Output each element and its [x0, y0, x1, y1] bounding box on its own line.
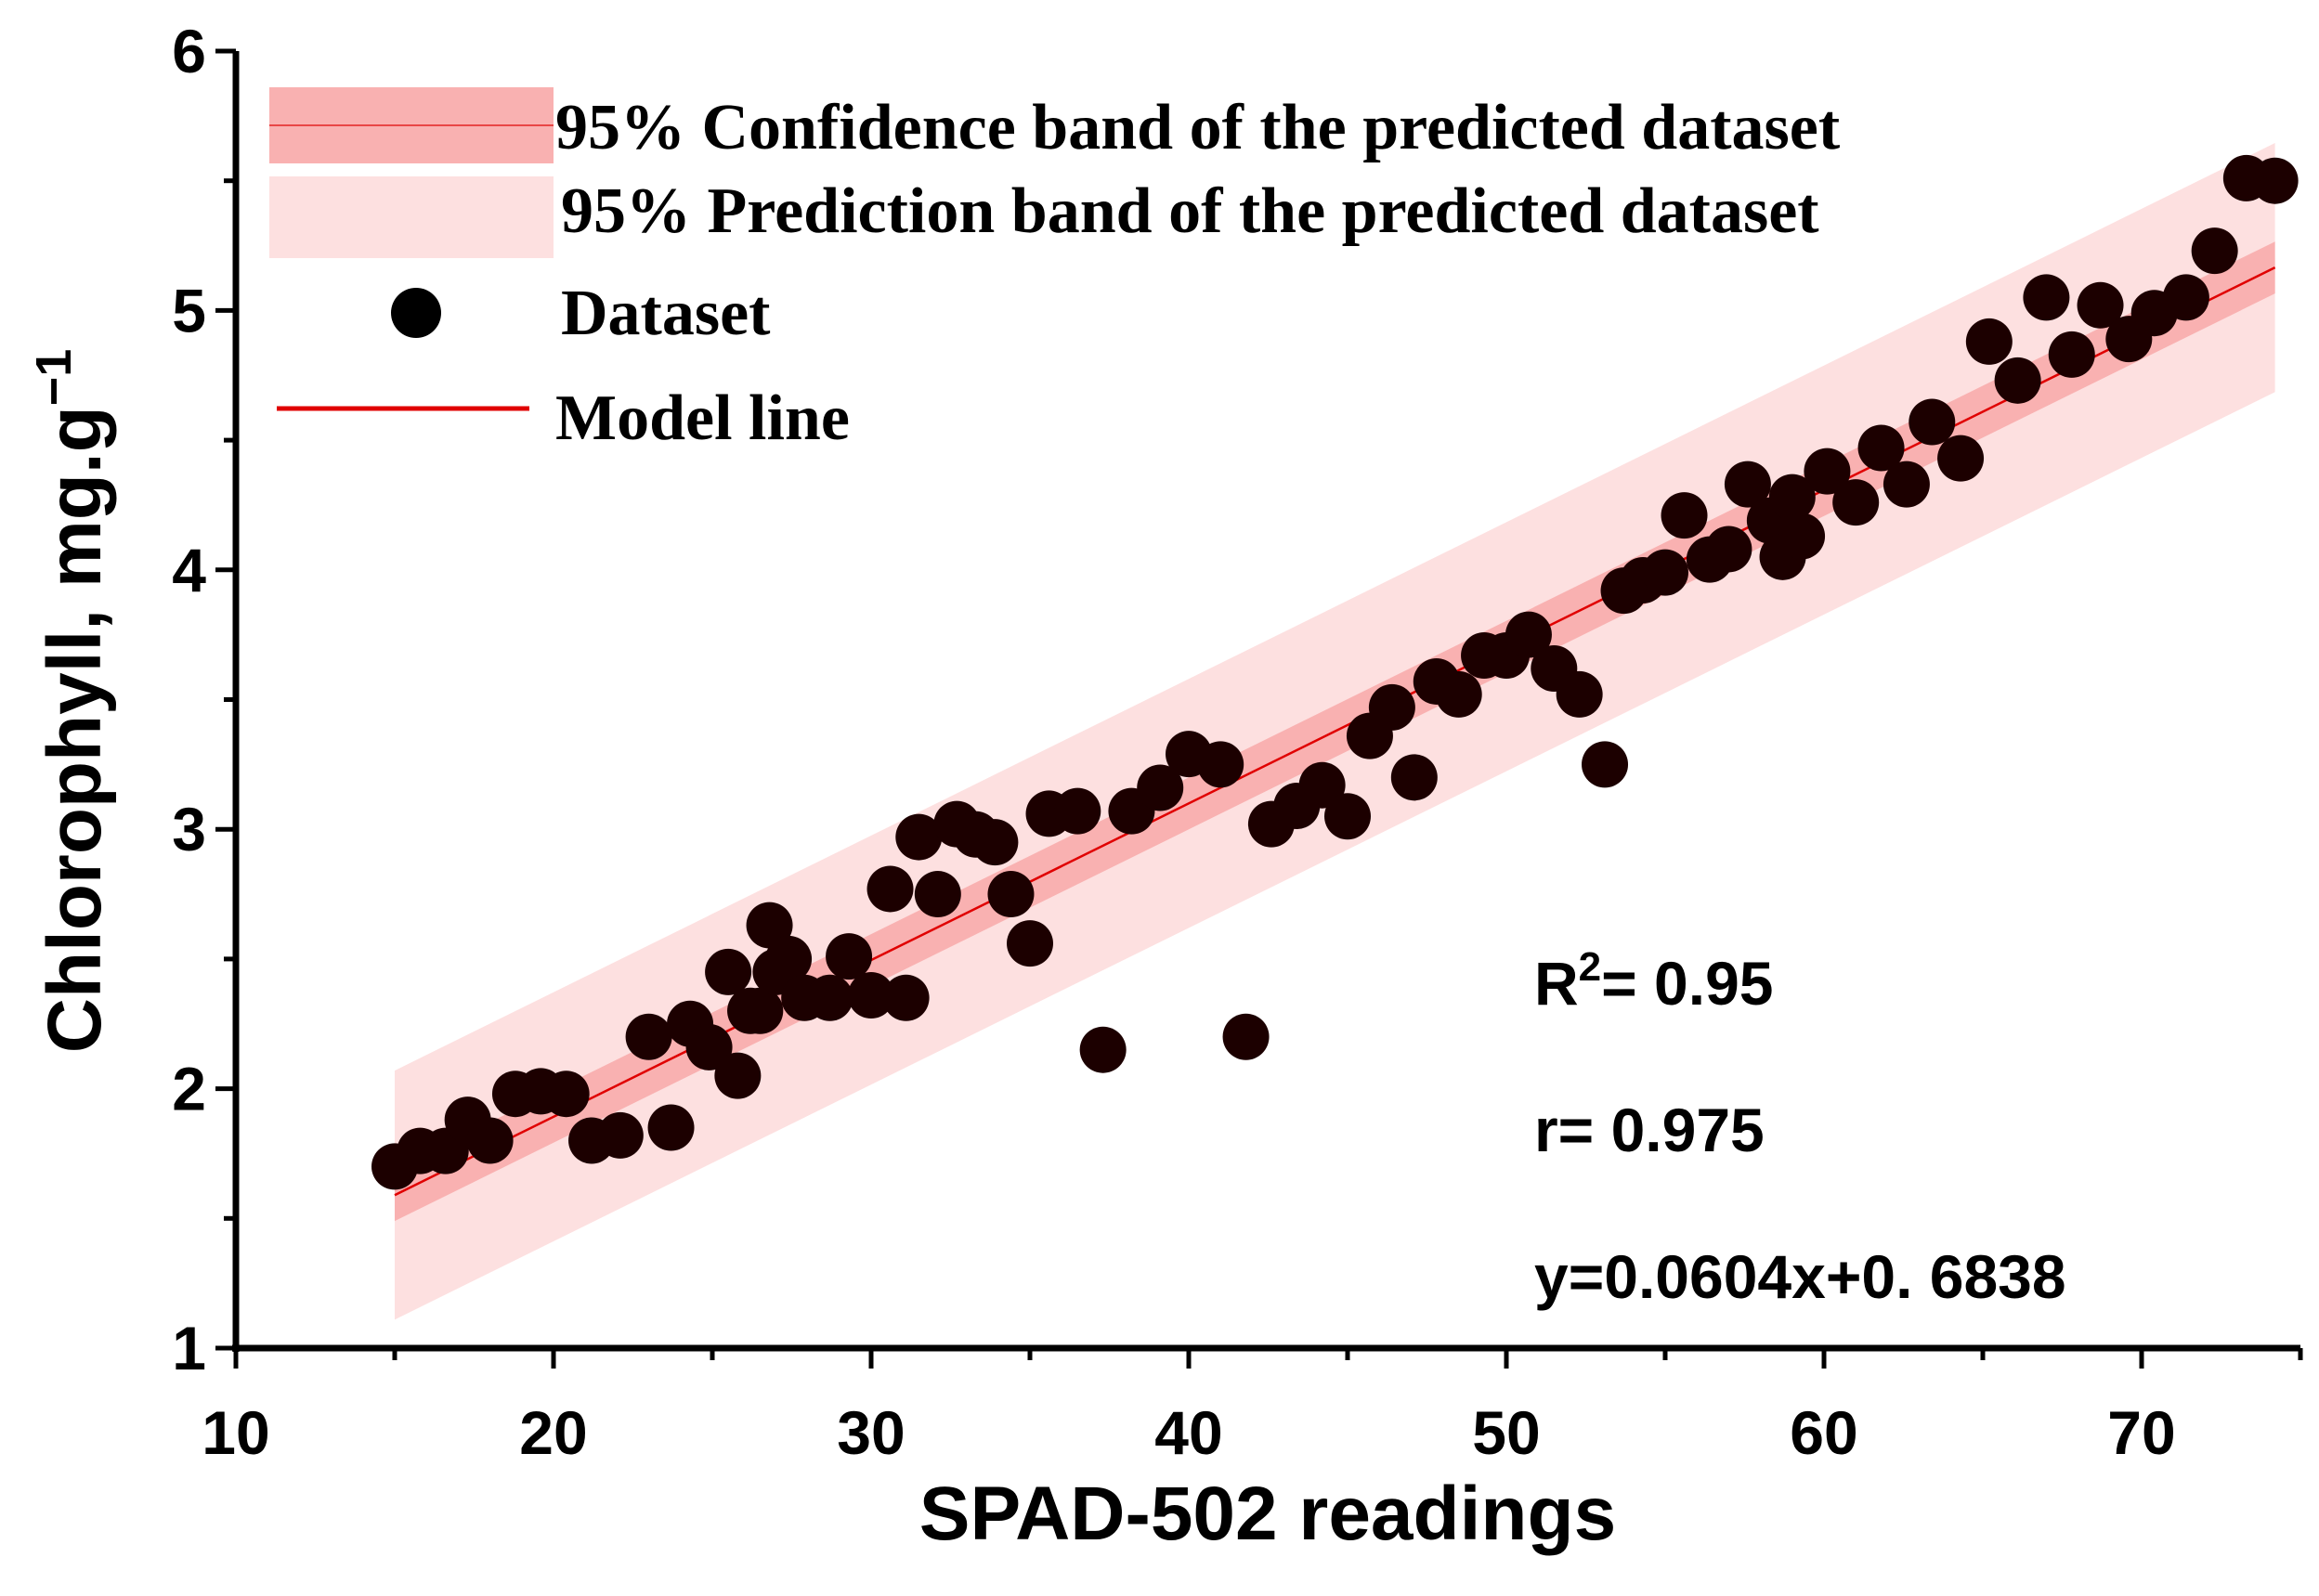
- data-point-32: [987, 871, 1035, 918]
- data-point-66: [1768, 474, 1816, 521]
- data-point-26: [882, 974, 930, 1021]
- data-point-23: [826, 933, 873, 980]
- data-point-78: [2077, 281, 2124, 329]
- legend-item-dataset: Dataset: [391, 278, 770, 349]
- y-tick-label: 3: [172, 795, 206, 863]
- data-point-56: [1582, 741, 1629, 788]
- legend-label-model-line: Model line: [555, 383, 850, 454]
- data-points: [371, 154, 2299, 1190]
- data-point-73: [1937, 435, 1985, 482]
- data-point-81: [2162, 274, 2209, 321]
- r-annotation: r= 0.975: [1534, 1096, 1765, 1164]
- y-tick-label: 6: [172, 17, 206, 85]
- y-tick-label: 5: [172, 276, 206, 344]
- equation-annotation: y=0.0604x+0. 6838: [1534, 1242, 2066, 1311]
- data-point-70: [1857, 424, 1905, 472]
- data-point-76: [2023, 274, 2070, 321]
- r-squared-annotation: R2= 0.95: [1534, 944, 1774, 1018]
- data-point-9: [596, 1111, 644, 1159]
- x-tick-label: 60: [1790, 1398, 1857, 1467]
- y-tick-label: 4: [172, 536, 206, 604]
- data-point-48: [1390, 754, 1438, 801]
- data-point-82: [2191, 227, 2238, 275]
- y-axis-title: Chlorophyll, mg.g−1: [26, 349, 117, 1054]
- legend-label-confidence-band: 95% Confidence band of the predicted dat…: [555, 92, 1840, 163]
- data-point-84: [2251, 157, 2299, 204]
- data-point-40: [1197, 741, 1244, 788]
- legend-label-prediction-band: 95% Prediction band of the predicted dat…: [561, 175, 1819, 247]
- data-point-20: [765, 935, 813, 982]
- x-tick-label: 40: [1154, 1398, 1222, 1467]
- data-point-27: [895, 813, 943, 861]
- data-point-77: [2048, 331, 2095, 378]
- data-point-45: [1324, 793, 1371, 840]
- x-tick-label: 50: [1472, 1398, 1540, 1467]
- x-tick-label: 10: [202, 1398, 269, 1467]
- data-point-17: [736, 987, 784, 1034]
- x-tick-label: 20: [519, 1398, 587, 1467]
- data-point-31: [971, 819, 1019, 866]
- r-squared-label: R: [1534, 949, 1579, 1018]
- data-point-4: [466, 1117, 514, 1164]
- data-point-69: [1832, 479, 1880, 526]
- x-axis-title: SPAD-502 readings: [919, 1472, 1616, 1556]
- x-tick-label: 30: [837, 1398, 905, 1467]
- data-point-15: [714, 1052, 762, 1099]
- data-point-10: [625, 1013, 672, 1060]
- data-point-44: [1298, 761, 1346, 809]
- data-point-60: [1661, 492, 1708, 539]
- legend-item-prediction-band: 95% Prediction band of the predicted dat…: [269, 175, 1819, 258]
- legend-marker-dataset: [391, 288, 441, 338]
- data-point-67: [1778, 513, 1826, 560]
- data-point-63: [1724, 461, 1771, 508]
- r-squared-value: = 0.95: [1601, 949, 1773, 1018]
- x-tick-label: 70: [2107, 1398, 2175, 1467]
- legend-swatch-prediction-band: [269, 176, 554, 258]
- data-point-24: [848, 972, 894, 1019]
- data-point-22: [806, 974, 853, 1021]
- data-point-28: [914, 871, 961, 918]
- data-point-74: [1965, 318, 2013, 365]
- statistics-annotations: R2= 0.95 r= 0.975 y=0.0604x+0. 6838: [1534, 944, 2066, 1311]
- data-point-11: [647, 1104, 695, 1151]
- data-point-68: [1804, 448, 1851, 495]
- y-axis-title-main: Chlorophyll, mg.g: [33, 406, 117, 1053]
- y-axis-title-superscript: −1: [26, 349, 82, 407]
- data-point-13: [685, 1023, 733, 1070]
- data-point-75: [1994, 357, 2041, 404]
- data-point-7: [542, 1070, 590, 1118]
- data-point-50: [1435, 670, 1482, 718]
- data-point-72: [1909, 398, 1956, 446]
- data-point-53: [1505, 611, 1552, 658]
- data-point-33: [1007, 920, 1053, 967]
- x-axis-ticks: 10 20 30 40 50 60 70: [202, 1348, 2303, 1467]
- y-tick-label: 1: [172, 1314, 206, 1382]
- legend: 95% Confidence band of the predicted dat…: [269, 87, 1840, 454]
- data-point-38: [1137, 764, 1184, 811]
- y-axis-ticks: 1 2 3 4 5 6: [172, 17, 236, 1382]
- data-point-36: [1079, 1026, 1127, 1073]
- data-point-62: [1705, 526, 1752, 573]
- data-point-14: [705, 948, 752, 995]
- data-point-47: [1368, 683, 1415, 731]
- data-point-59: [1642, 549, 1688, 596]
- data-point-55: [1556, 670, 1603, 718]
- data-point-71: [1883, 461, 1930, 508]
- data-point-25: [866, 865, 914, 913]
- legend-item-confidence-band: 95% Confidence band of the predicted dat…: [269, 87, 1840, 163]
- legend-item-model-line: Model line: [277, 383, 850, 454]
- data-point-35: [1054, 787, 1101, 835]
- data-point-41: [1222, 1013, 1270, 1060]
- r-squared-superscript: 2: [1579, 944, 1601, 990]
- legend-label-dataset: Dataset: [561, 278, 770, 349]
- data-point-18: [746, 902, 793, 949]
- y-tick-label: 2: [172, 1055, 206, 1123]
